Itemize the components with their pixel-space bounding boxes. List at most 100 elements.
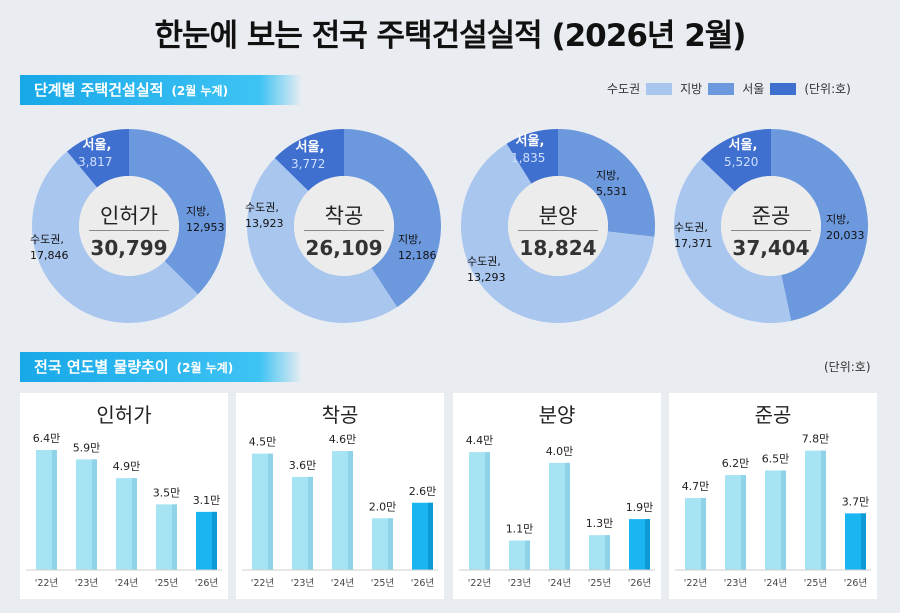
seg-label-sudo: 수도권, 17,371 (674, 220, 713, 252)
bar-value-label: 4.4만 (466, 434, 494, 447)
bar-shade (605, 535, 610, 570)
donut-title: 인허가 (100, 204, 158, 228)
jibang-name: 지방, (826, 213, 850, 226)
bar (412, 502, 433, 570)
x-tick-label: '25년 (371, 578, 394, 589)
x-tick-label: '23년 (75, 578, 98, 589)
legend-label-seoul: 서울 (742, 82, 765, 96)
legend-swatch-jibang (708, 82, 735, 95)
bar-value-label: 3.5만 (153, 486, 181, 499)
bar (765, 470, 786, 570)
seg-label-seoul: 서울, 1,835 (511, 134, 545, 167)
x-tick-label: '23년 (291, 578, 314, 589)
bar-value-label: 1.9만 (626, 501, 654, 514)
donut-total: 18,824 (519, 236, 597, 260)
donut-svg-1 (247, 129, 441, 323)
bar-shade (132, 478, 137, 570)
donut-slice-seoul (274, 129, 344, 191)
bar-value-label: 4.7만 (682, 480, 710, 493)
x-tick-label: '25년 (155, 578, 178, 589)
donut-divider (304, 230, 384, 231)
donut-total: 26,109 (305, 236, 383, 260)
jibang-value: 20,033 (826, 229, 865, 242)
sudo-name: 수도권, (245, 201, 279, 214)
seg-label-seoul: 서울, 5,520 (724, 138, 758, 171)
bar-shade (348, 451, 353, 570)
jibang-value: 5,531 (596, 185, 628, 198)
bar-shade (92, 459, 97, 570)
bar-shade (741, 475, 746, 570)
bar-chart-title: 착공 (321, 403, 359, 427)
bar-shade (485, 452, 490, 570)
bar-value-label: 1.1만 (506, 523, 534, 536)
bar-value-label: 4.5만 (249, 436, 277, 449)
bar (589, 535, 610, 570)
sudo-value: 13,293 (467, 271, 506, 284)
x-tick-label: '23년 (508, 578, 531, 589)
bar-value-label: 3.6만 (289, 459, 317, 472)
x-tick-label: '25년 (588, 578, 611, 589)
seg-label-sudo: 수도권, 13,923 (245, 200, 284, 232)
x-tick-label: '24년 (115, 578, 138, 589)
bar-value-label: 5.9만 (73, 441, 101, 454)
bar (196, 511, 217, 570)
legend-unit: (단위:호) (804, 82, 851, 96)
bar (629, 519, 650, 570)
sudo-value: 17,846 (30, 249, 69, 262)
seoul-value: 1,835 (511, 151, 546, 165)
donut-slice-sudo (31, 151, 198, 324)
donut-center (294, 176, 394, 276)
seg-label-jibang: 지방, 12,186 (398, 232, 437, 264)
bar-svg-2: 4.4만 '22년 1.1만 '23년 4.0만 '24년 1.3만 '25년 1.9만 '26년 (459, 434, 655, 589)
donut-divider (89, 230, 169, 231)
bar-shade (821, 450, 826, 570)
donut-title: 착공 (324, 204, 364, 228)
section2-label: 전국 연도별 물량추이 (2월 누계) (20, 352, 302, 382)
bar-value-label: 3.7만 (842, 495, 870, 508)
donut-slice-jibang (771, 129, 868, 321)
bar-panel-0: 인허가 6.4만 '22년 5.9만 '23년 4.9만 '24년 3.5만 '25년 3.1만… (20, 393, 228, 599)
x-tick-label: '24년 (764, 578, 787, 589)
donut-slice-seoul (506, 129, 558, 184)
legend-label-sudo: 수도권 (607, 82, 641, 96)
donut-title: 분양 (538, 204, 578, 228)
donut-slice-sudo (460, 143, 655, 323)
bar-value-label: 4.6만 (329, 433, 357, 446)
bar-shade (525, 540, 530, 570)
donut-svg-0 (31, 129, 226, 324)
x-tick-label: '24년 (331, 578, 354, 589)
donut-slice-seoul (700, 129, 771, 192)
legend-swatch-sudo (646, 82, 673, 95)
x-tick-label: '26년 (195, 578, 218, 589)
jibang-name: 지방, (398, 233, 422, 246)
seoul-name: 서울, (82, 138, 112, 153)
bar (805, 450, 826, 570)
bar (845, 513, 866, 570)
bar-panel-3: 준공 4.7만 '22년 6.2만 '23년 6.5만 '24년 7.8만 '25년 3.7만 '… (669, 393, 877, 599)
seg-label-seoul: 서울, 3,772 (291, 140, 325, 173)
sudo-value: 13,923 (245, 217, 284, 230)
bar-value-label: 2.0만 (369, 500, 397, 513)
bar-shade (268, 453, 273, 570)
bar-shade (565, 462, 570, 570)
donut-chart-0: 인허가 30,799 서울, 3,817 지방, 12,953 수도권, 17,846 (26, 114, 232, 338)
x-tick-label: '23년 (724, 578, 747, 589)
jibang-name: 지방, (186, 205, 210, 218)
legend-item-jibang: 지방 (680, 80, 735, 97)
section2-title: 전국 연도별 물량추이 (34, 358, 169, 376)
unit-label: (단위:호) (824, 360, 871, 374)
bar-panel-1: 착공 4.5만 '22년 3.6만 '23년 4.6만 '24년 2.0만 '25년 2.6만 '… (236, 393, 444, 599)
seoul-value: 3,817 (78, 155, 113, 169)
bar-shade (308, 476, 313, 570)
section1-label: 단계별 주택건설실적 (2월 누계) (20, 75, 302, 105)
donut-chart-1: 착공 26,109 서울, 3,772 지방, 12,186 수도권, 13,923 (241, 114, 447, 338)
bar (332, 451, 353, 570)
bar (509, 540, 530, 570)
donut-total: 30,799 (90, 236, 168, 260)
seoul-value: 3,772 (291, 157, 326, 171)
bar (292, 476, 313, 570)
bar-svg-1: 4.5만 '22년 3.6만 '23년 4.6만 '24년 2.0만 '25년 2.6만 '26년 (242, 433, 438, 589)
x-tick-label: '22년 (251, 578, 274, 589)
bar (549, 462, 570, 570)
bar-shade (781, 470, 786, 570)
